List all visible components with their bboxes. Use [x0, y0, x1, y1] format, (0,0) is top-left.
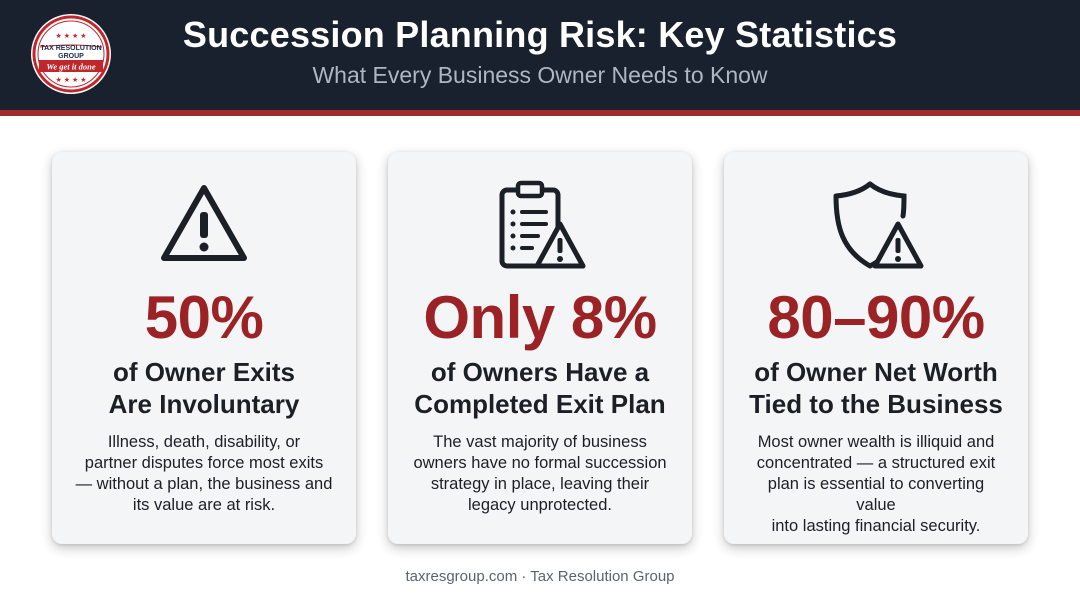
stat-description: The vast majority of business owners hav… — [410, 432, 670, 516]
page-title: Succession Planning Risk: Key Statistics — [182, 14, 898, 55]
stat-value: Only 8% — [423, 284, 657, 351]
description-line: plan is essential to converting value — [767, 475, 985, 514]
stat-card-net-worth: 80–90% of Owner Net Worth Tied to the Bu… — [724, 152, 1028, 544]
description-line: into lasting financial security. — [771, 517, 981, 535]
stat-heading: of Owners Have a Completed Exit Plan — [388, 356, 692, 420]
stat-description: Illness, death, disability, or partner d… — [74, 432, 334, 516]
stat-heading: of Owner Exits Are Involuntary — [52, 356, 356, 420]
stat-heading-line2: Tied to the Business — [749, 389, 1003, 419]
stat-value: 80–90% — [767, 284, 985, 351]
stat-heading-line2: Are Involuntary — [108, 389, 300, 419]
logo-line1: TAX RESOLUTION — [40, 45, 101, 52]
stat-heading-line1: of Owner Exits — [112, 357, 296, 387]
footer-credit: taxresgroup.com · Tax Resolution Group — [405, 568, 675, 585]
shield-warning-icon — [833, 181, 924, 269]
page-subtitle: What Every Business Owner Needs to Know — [312, 62, 768, 88]
description-line: Illness, death, disability, or — [107, 433, 301, 451]
stat-description: Most owner wealth is illiquid and concen… — [746, 432, 1006, 537]
svg-text:★ ★ ★ ★: ★ ★ ★ ★ — [56, 76, 87, 84]
stat-value: 50% — [144, 284, 264, 351]
description-line: legacy unprotected. — [467, 496, 612, 514]
description-line: concentrated — a structured exit — [756, 454, 996, 472]
header-bar — [0, 0, 1080, 110]
warning-triangle-icon — [161, 185, 247, 261]
svg-text:★ ★ ★ ★: ★ ★ ★ ★ — [56, 32, 87, 40]
description-line: its value are at risk. — [132, 496, 276, 514]
description-line: The vast majority of business — [433, 433, 647, 451]
stat-heading-line1: of Owners Have a — [430, 357, 650, 387]
stat-card-involuntary-exits: 50% of Owner Exits Are Involuntary Illne… — [52, 152, 356, 544]
description-line: strategy in place, leaving their — [430, 475, 650, 493]
stat-heading-line1: of Owner Net Worth — [754, 357, 998, 387]
logo-tagline: We get it done — [46, 62, 95, 72]
stat-card-exit-plan: Only 8% of Owners Have a Completed Exit … — [388, 152, 692, 544]
clipboard-warning-icon — [499, 180, 586, 269]
stat-heading-line2: Completed Exit Plan — [414, 389, 666, 419]
header-accent-stripe — [0, 110, 1080, 116]
logo-line2: GROUP — [58, 53, 84, 60]
description-line: — without a plan, the business and — [75, 475, 333, 493]
stat-heading: of Owner Net Worth Tied to the Business — [724, 356, 1028, 420]
description-line: owners have no formal succession — [413, 454, 667, 472]
company-logo[interactable]: ★ ★ ★ ★ TAX RESOLUTION GROUP We get it d… — [30, 13, 112, 95]
description-line: Most owner wealth is illiquid and — [757, 433, 995, 451]
description-line: partner disputes force most exits — [84, 454, 324, 472]
